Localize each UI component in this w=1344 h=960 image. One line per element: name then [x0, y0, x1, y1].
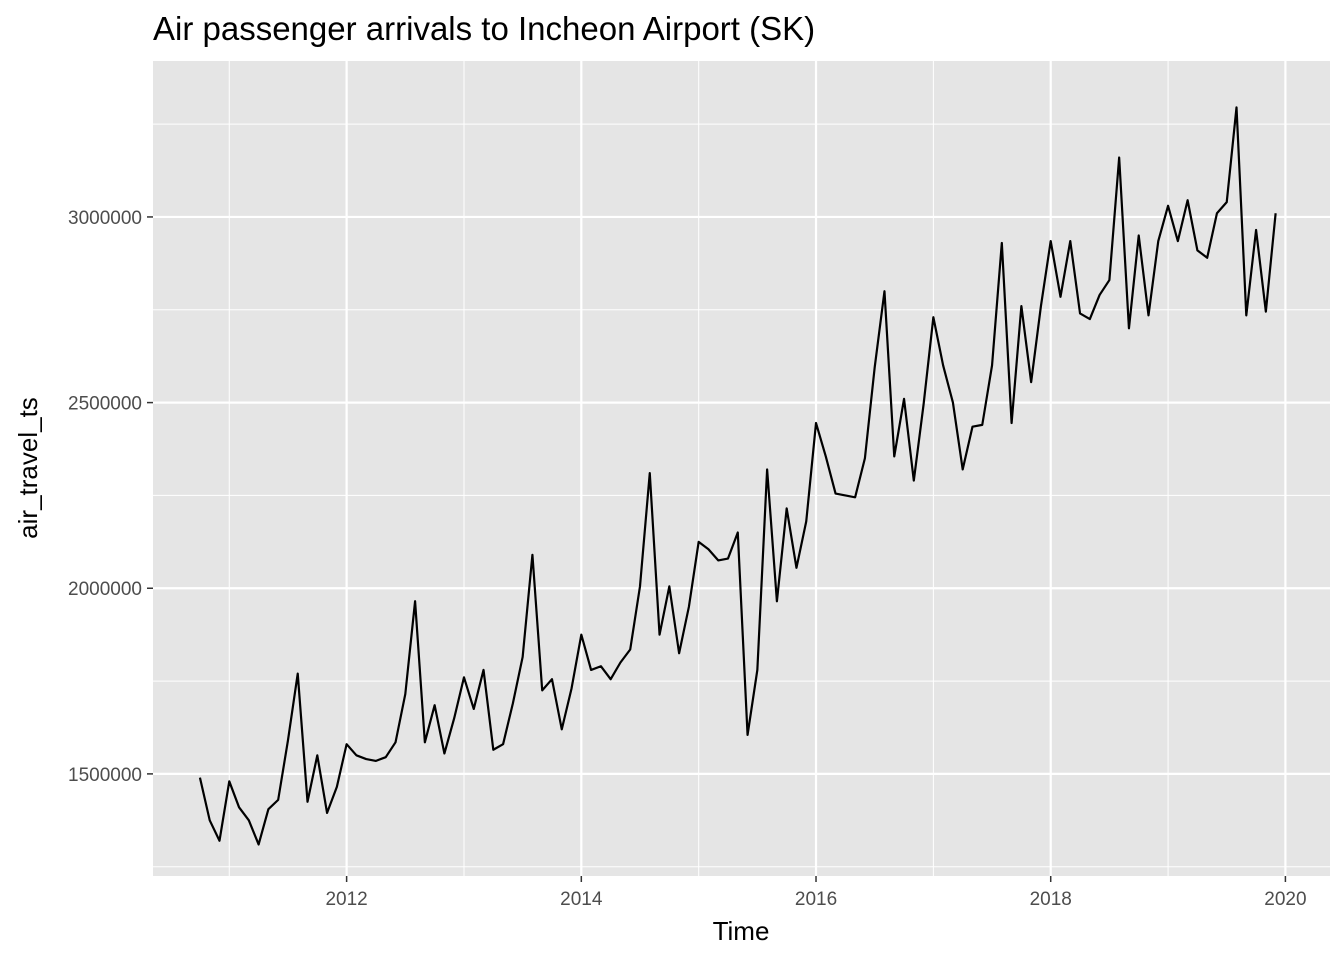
x-tick-label: 2014 — [560, 889, 603, 910]
x-tick-label: 2018 — [1030, 889, 1072, 910]
plot-panel — [153, 61, 1330, 876]
y-tick-label: 2000000 — [68, 579, 142, 600]
major-gridlines — [153, 61, 1330, 876]
x-axis-ticks: 2012 2014 2016 2018 2020 — [325, 876, 1307, 910]
x-tick-label: 2016 — [795, 889, 837, 910]
minor-gridlines — [153, 61, 1330, 876]
y-axis-ticks: 1500000 2000000 2500000 3000000 — [68, 208, 153, 786]
x-tick-label: 2020 — [1264, 889, 1306, 910]
y-tick-label: 1500000 — [68, 765, 142, 786]
chart-title: Air passenger arrivals to Incheon Airpor… — [153, 10, 816, 47]
y-tick-label: 2500000 — [68, 394, 142, 415]
data-series-line — [198, 106, 1277, 846]
y-axis-title: air_travel_ts — [13, 397, 43, 539]
y-tick-label: 3000000 — [68, 208, 142, 229]
x-axis-title: Time — [713, 916, 770, 946]
x-tick-label: 2012 — [325, 889, 367, 910]
